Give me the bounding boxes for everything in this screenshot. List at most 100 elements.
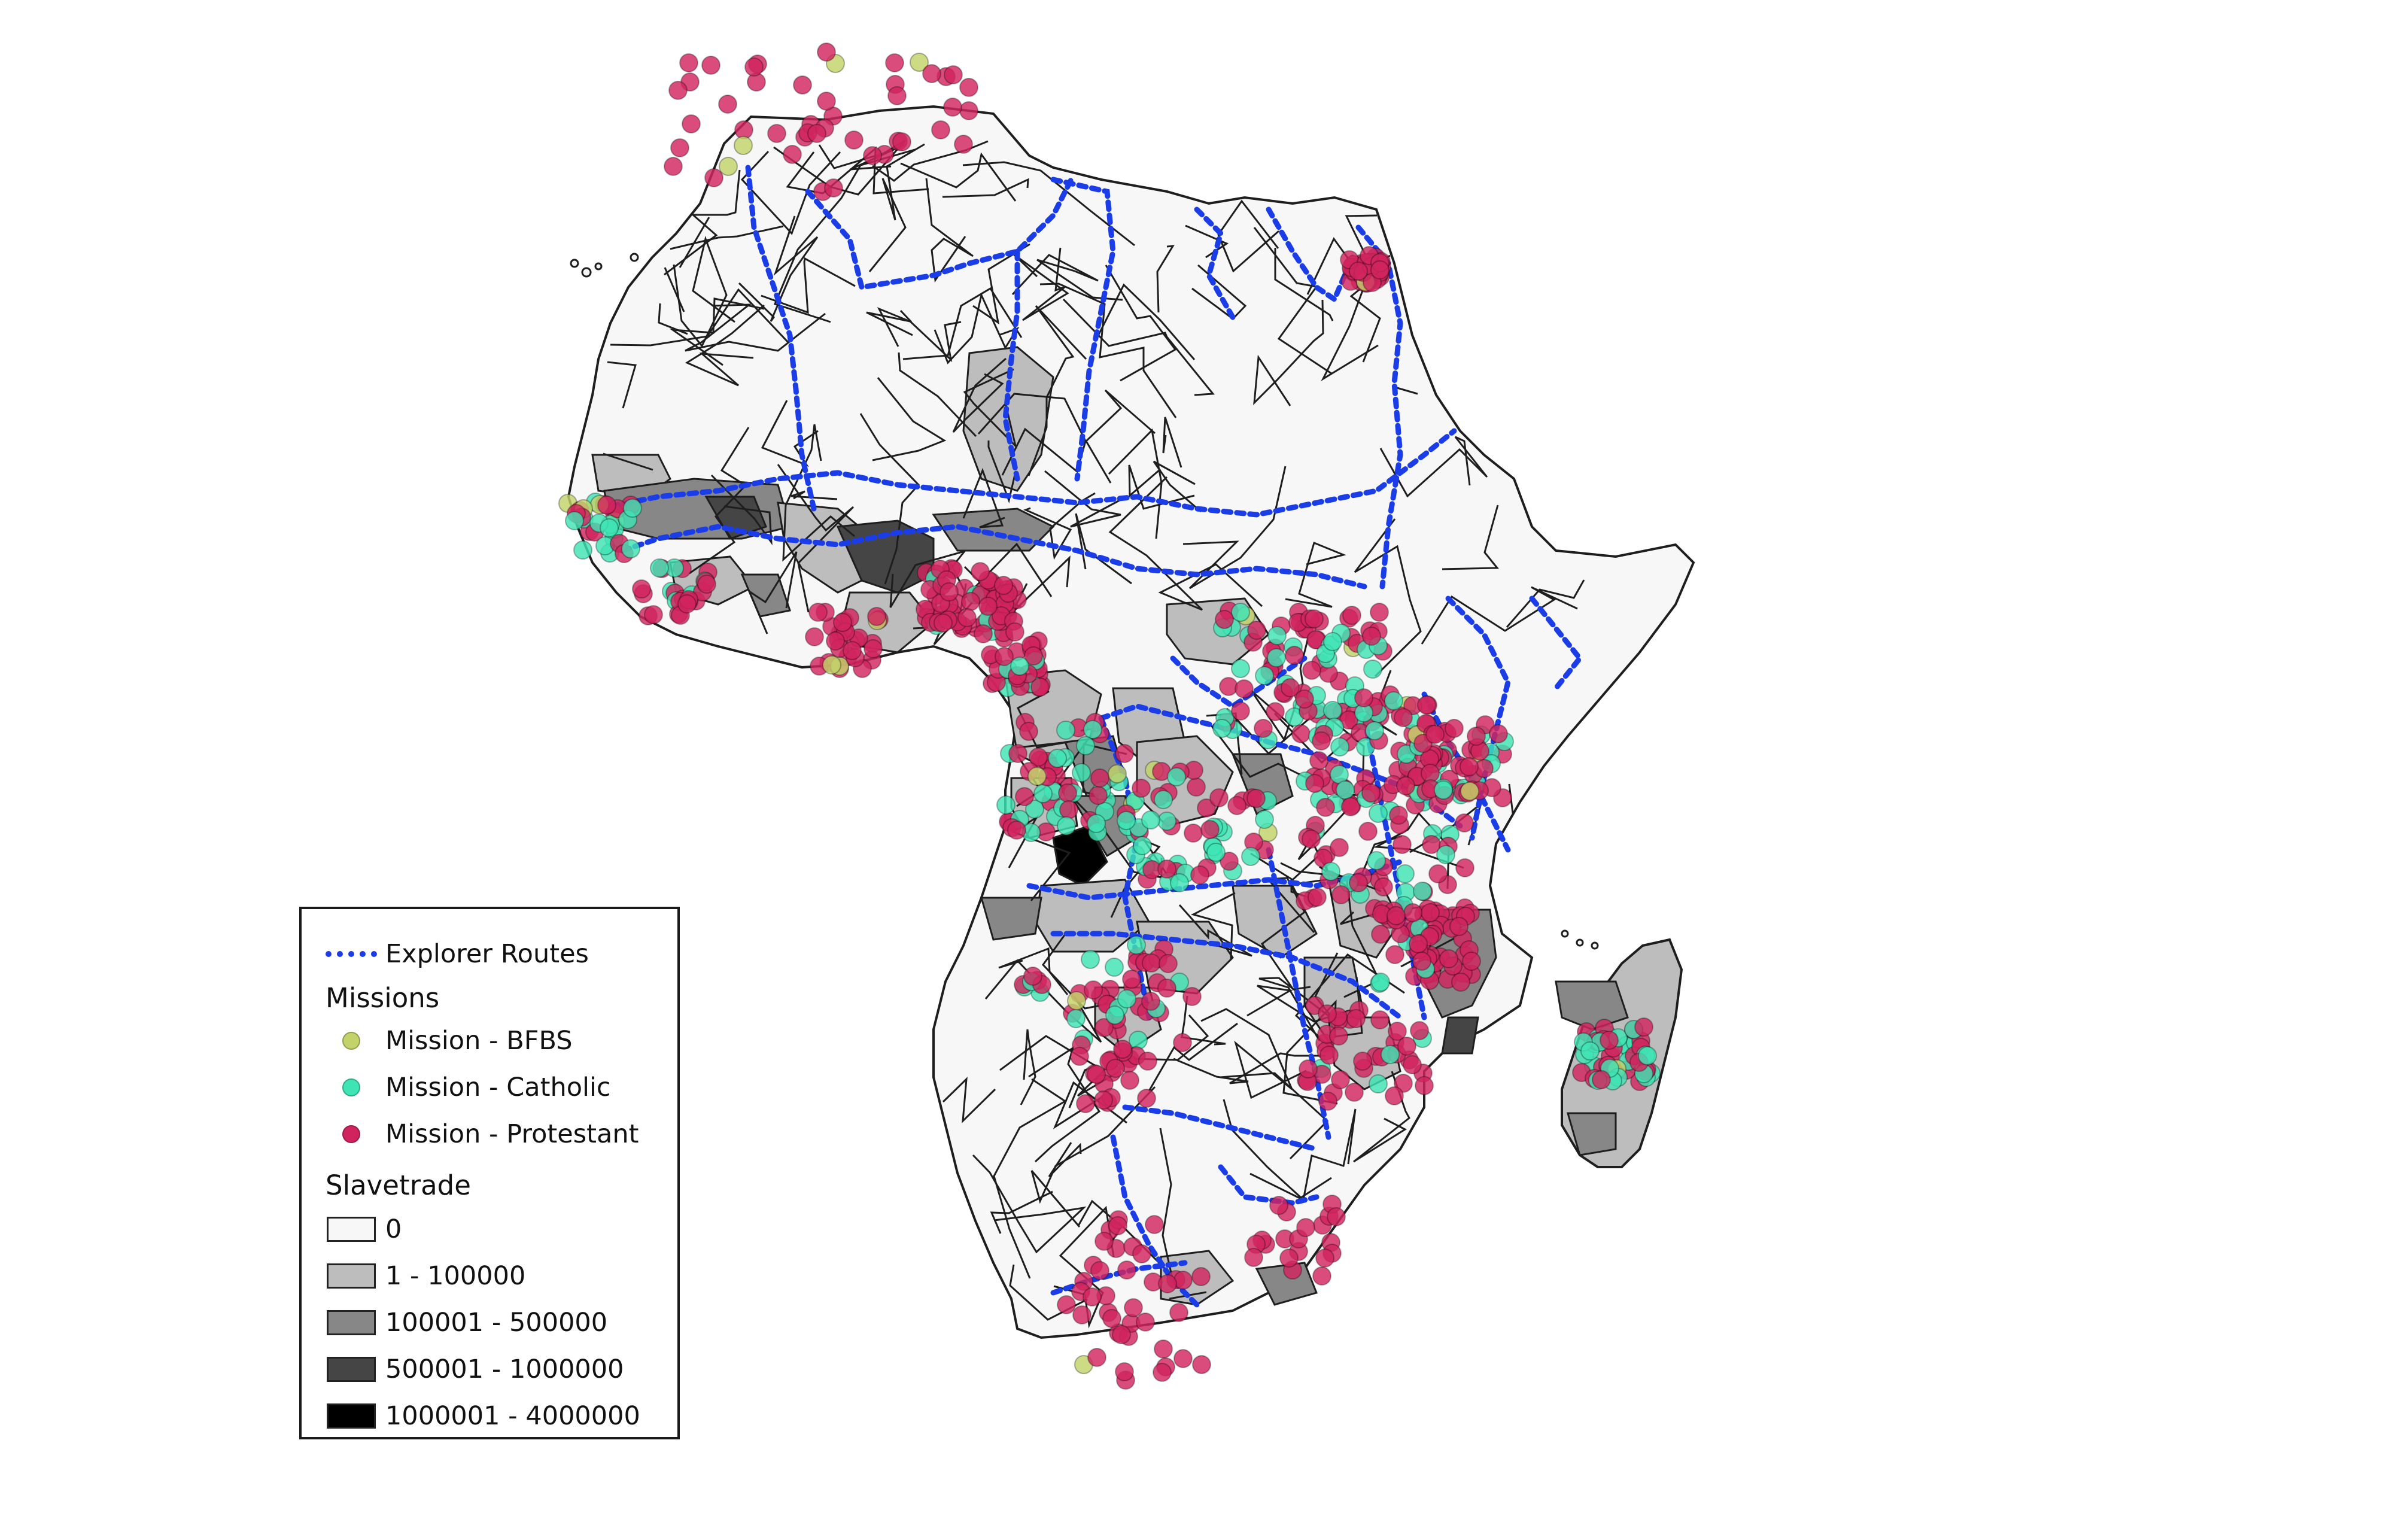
mission-catholic-point [1255, 810, 1274, 829]
region-boundary [987, 440, 1016, 504]
mission-catholic-point [1255, 666, 1274, 685]
legend-class-row: 1000001 - 4000000 [326, 1395, 640, 1437]
mission-catholic-point [1241, 847, 1260, 866]
region-boundary [977, 393, 1087, 476]
mission-protestant-point [1349, 873, 1368, 892]
mission-protestant-point [1059, 800, 1078, 819]
mission-protestant-point [805, 627, 824, 646]
region-boundary [777, 464, 855, 613]
comoros-island [1576, 938, 1584, 947]
class-swatch [327, 1403, 376, 1429]
mission-catholic-point [650, 558, 669, 578]
mission-catholic-point [1133, 836, 1152, 855]
legend-class-label: 1 - 100000 [385, 1261, 526, 1291]
mission-protestant-point [1318, 1092, 1337, 1111]
mission-protestant-point [1169, 1303, 1188, 1322]
mission-protestant-point [1312, 731, 1331, 751]
mission-protestant-point [1115, 1362, 1134, 1381]
mission-protestant-point [1244, 1248, 1263, 1267]
explorer-route [805, 177, 1074, 291]
mission-protestant-point [1173, 1349, 1193, 1368]
mission-protestant-point [940, 582, 959, 601]
mission-protestant-point [1312, 1266, 1331, 1286]
mission-catholic-point [1157, 812, 1176, 831]
mission-protestant-point [934, 613, 953, 633]
mission-protestant-point [1455, 813, 1474, 833]
mission-catholic-point [1384, 691, 1403, 710]
mission-catholic-point [1267, 626, 1287, 645]
mission-protestant-point [1305, 774, 1324, 793]
mission-protestant-point [1087, 1348, 1106, 1367]
region-boundary [962, 467, 1005, 528]
mission-protestant-point [1112, 1325, 1131, 1344]
region-boundary [900, 152, 1017, 202]
mission-protestant-point [1489, 724, 1508, 743]
region-boundary [942, 1077, 996, 1123]
region-boundary [1200, 1008, 1307, 1099]
mission-protestant-point [1370, 603, 1389, 622]
mission-protestant-point [1392, 835, 1412, 854]
region-boundary [685, 304, 765, 387]
mission-bfbs-symbol [342, 1032, 360, 1050]
mission-protestant-point [1254, 719, 1273, 738]
region-boundary [782, 424, 855, 562]
mission-protestant-point [1371, 925, 1390, 944]
mission-protestant-point [1102, 1309, 1121, 1328]
mission-bfbs-point [1460, 782, 1479, 801]
region-boundary [664, 169, 741, 276]
region-boundary [1020, 1029, 1036, 1105]
mission-protestant-symbol [342, 1125, 360, 1143]
mission-protestant-point [817, 92, 836, 111]
cape-verde-island [594, 262, 603, 271]
mission-points [558, 42, 1661, 1390]
explorer-route [619, 524, 1367, 590]
mission-protestant-point [1358, 822, 1378, 841]
region-boundary [963, 368, 1017, 449]
mission-protestant-point [863, 146, 882, 165]
region-boundary [866, 311, 962, 363]
region-boundary [1442, 505, 1500, 570]
mission-catholic-point [1154, 790, 1173, 809]
mission-protestant-point [1141, 992, 1160, 1011]
region-boundary [990, 1190, 1053, 1234]
mission-catholic-point [1365, 721, 1384, 740]
legend-mission-label: Mission - BFBS [385, 1026, 573, 1056]
explorer-route [1170, 655, 1308, 710]
region-boundary [1294, 953, 1405, 1048]
region-boundary [998, 947, 1069, 995]
mission-catholic-point [1231, 603, 1250, 622]
mission-catholic-point [1056, 721, 1075, 740]
region-boundary [1249, 1108, 1357, 1202]
legend-class-row: 500001 - 1000000 [326, 1348, 624, 1390]
mission-catholic-point [1081, 950, 1100, 969]
mission-protestant-point [1439, 949, 1458, 968]
mission-catholic-point [623, 499, 642, 518]
mission-protestant-point [1354, 688, 1373, 707]
mission-catholic-point [1363, 660, 1382, 679]
mission-protestant-point [1142, 953, 1161, 973]
region-boundary [1306, 237, 1379, 381]
region-boundary [673, 235, 735, 348]
mission-catholic-point [1105, 1005, 1124, 1025]
mission-protestant-point [1136, 1313, 1155, 1332]
mission-protestant-point [1094, 1090, 1113, 1110]
mission-protestant-point [1182, 987, 1202, 1006]
region-boundary [877, 307, 913, 347]
region-boundary [1394, 386, 1418, 395]
mission-bfbs-point [910, 53, 929, 72]
mission-protestant-point [978, 597, 998, 616]
mission-protestant-point [1634, 1017, 1653, 1037]
legend-mission-label: Mission - Protestant [385, 1119, 639, 1149]
mission-catholic-point [1330, 737, 1349, 756]
region-boundary [786, 146, 929, 195]
mission-protestant-point [1319, 1046, 1339, 1065]
mission-protestant-point [1084, 980, 1103, 999]
mission-protestant-point [1279, 1248, 1299, 1268]
mission-catholic-point [1369, 804, 1388, 823]
mission-protestant-point [1353, 1052, 1372, 1071]
mission-protestant-point [1094, 1232, 1114, 1251]
mission-protestant-point [670, 138, 689, 157]
mission-catholic-point [1367, 851, 1386, 870]
mission-catholic-point [621, 539, 640, 558]
mission-protestant-point [1030, 677, 1050, 697]
